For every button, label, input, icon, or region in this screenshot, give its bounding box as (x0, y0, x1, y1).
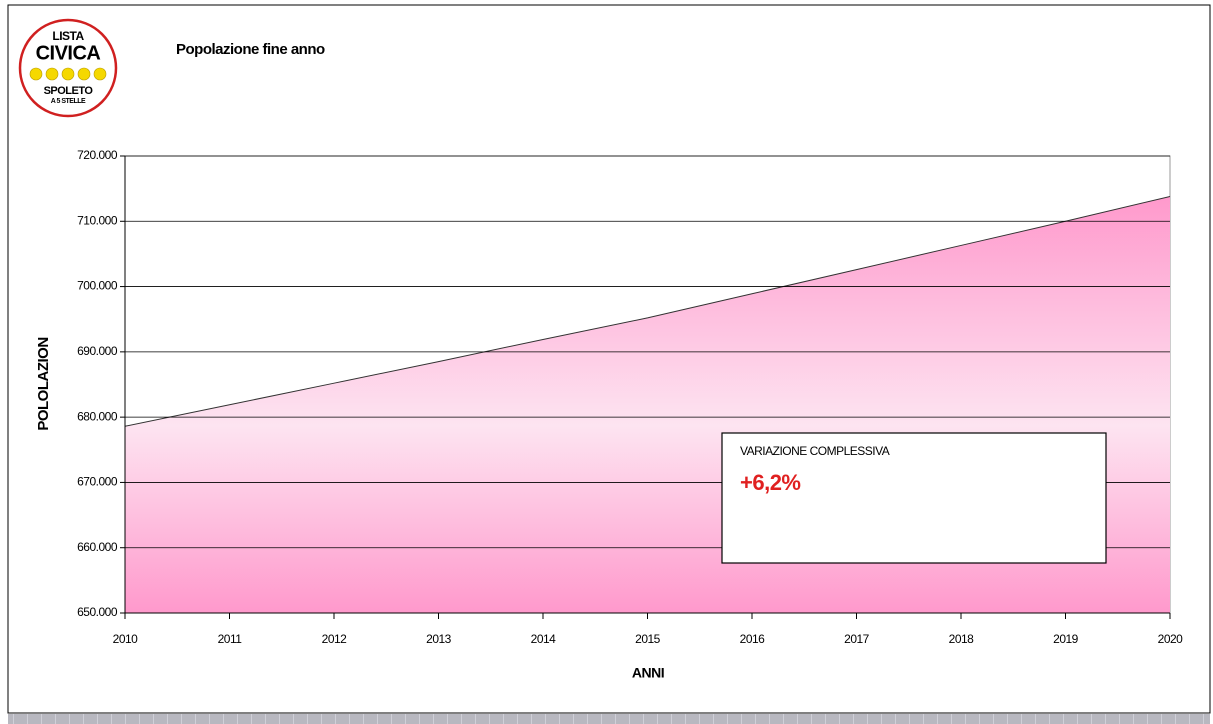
y-tick-label: 680.000 (77, 409, 118, 423)
line (124, 195, 1171, 427)
x-tick-label: 2016 (740, 632, 766, 646)
x-tick-label: 2011 (218, 632, 243, 646)
x-tick-label: 2013 (426, 632, 452, 646)
annotation-value: +6,2% (740, 470, 801, 495)
chart-title: Popolazione fine anno (176, 41, 325, 58)
logo-text: A 5 STELLE (51, 98, 86, 105)
x-tick-label: 2015 (635, 632, 661, 646)
y-tick-label: 700.000 (77, 279, 118, 293)
bottom-strip (8, 714, 1210, 724)
y-tick-label: 670.000 (77, 475, 118, 489)
y-tick-label: 650.000 (77, 605, 118, 619)
logo-text: CIVICA (36, 42, 101, 64)
y-tick-label: 660.000 (77, 540, 118, 554)
x-tick-label: 2014 (531, 632, 557, 646)
x-tick-label: 2012 (322, 632, 348, 646)
x-tick-label: 2018 (949, 632, 975, 646)
logo-text: LISTA (52, 29, 84, 43)
y-tick-label: 710.000 (77, 213, 118, 227)
logo-text: SPOLETO (44, 85, 94, 97)
y-axis-label: POLOLAZION (35, 337, 52, 430)
x-axis-label: ANNI (632, 665, 664, 681)
y-tick-label: 690.000 (77, 344, 118, 358)
annotation-box (721, 432, 1107, 564)
x-tick-label: 2017 (844, 632, 870, 646)
logo: LISTA CIVICA SPOLETO A 5 STELLE (18, 18, 118, 118)
x-tick-label: 2020 (1158, 632, 1184, 646)
x-tick-label: 2019 (1053, 632, 1079, 646)
x-tick-label: 2010 (113, 632, 139, 646)
annotation-label: VARIAZIONE COMPLESSIVA (740, 444, 890, 458)
y-tick-label: 720.000 (77, 148, 118, 162)
